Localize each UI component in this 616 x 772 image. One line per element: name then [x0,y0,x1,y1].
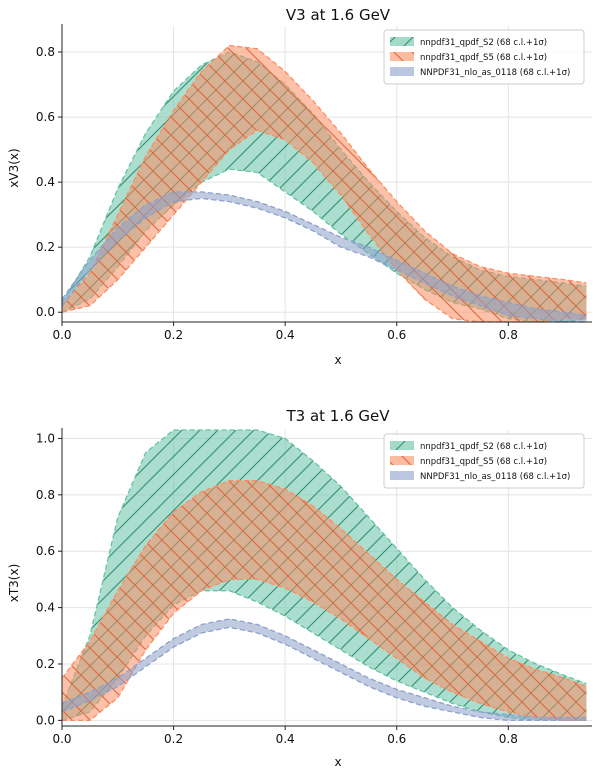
t3-y-axis-label: xT3(x) [7,564,21,603]
y-tick-label: 0.6 [36,110,55,124]
x-tick-label: 0.8 [499,328,518,342]
legend-box [383,433,585,489]
legend-swatch-hatch [390,456,414,465]
band-series-2-lower-edge [61,626,587,722]
y-tick-label: 0.0 [36,713,55,727]
band-series-2-lower-edge [61,197,587,323]
legend-label: NNPDF31_nlo_as_0118 (68 c.l.+1σ) [420,472,570,482]
band-series-1-lower-edge [61,129,587,323]
legend-swatch [390,67,414,76]
band-series-1-upper-edge [61,480,587,688]
band-series-1-hatch [62,45,587,322]
band-series-2-upper-edge [61,191,587,317]
x-tick-label: 0.4 [276,328,295,342]
v3-chart-panel: V3 at 1.6 GeV 0.0 0.2 0.4 0.6 0.8 0.00.20.40… [7,6,592,367]
x-tick-label: 0.8 [499,732,518,746]
legend-swatch-hatch [390,52,414,61]
t3-axes [61,428,592,727]
y-tick-label: 0.0 [36,305,55,319]
legend-label: NNPDF31_nlo_as_0118 (68 c.l.+1σ) [420,68,570,78]
legend-box [383,29,585,85]
v3-x-ticks: 0.0 0.2 0.4 0.6 0.8 [52,322,518,342]
legend-label: nnpdf31_qpdf_S2 (68 c.l.+1σ) [420,38,547,48]
legend-swatch-hatch [390,37,414,46]
band-series-2 [62,191,587,322]
y-tick-label: 0.4 [36,175,55,189]
v3-y-ticks: 0.0 0.2 0.4 0.6 0.8 [36,45,62,319]
y-tick-label: 0.2 [36,240,55,254]
y-tick-label: 0.2 [36,657,55,671]
v3-axes [61,24,592,323]
x-tick-label: 0.2 [164,328,183,342]
y-tick-label: 0.6 [36,544,55,558]
x-tick-label: 0.4 [276,732,295,746]
x-tick-label: 0.2 [164,732,183,746]
t3-chart-title: T3 at 1.6 GeV [285,407,390,425]
t3-y-ticks: 0.0 0.2 0.4 0.6 0.8 1.0 [36,431,62,727]
x-tick-label: 0.0 [52,328,71,342]
band-series-1-lower-edge [62,578,587,722]
legend-swatch-hatch [390,441,414,450]
x-tick-label: 0.6 [387,732,406,746]
band-series-2-upper-edge [61,618,587,719]
x-tick-label: 0.6 [387,328,406,342]
legend-swatch [390,471,414,480]
t3-x-axis-label: x [334,755,341,769]
band-series-0-upper-edge [61,429,587,707]
x-tick-label: 0.0 [52,732,71,746]
y-tick-label: 1.0 [36,431,55,445]
legend-label: nnpdf31_qpdf_S5 (68 c.l.+1σ) [420,53,547,63]
y-tick-label: 0.8 [36,488,55,502]
legend-label: nnpdf31_qpdf_S5 (68 c.l.+1σ) [420,457,547,467]
y-tick-label: 0.8 [36,45,55,59]
t3-legend: nnpdf31_qpdf_S2 (68 c.l.+1σ) nnpdf31_qpdf… [383,433,585,489]
t3-x-ticks: 0.0 0.2 0.4 0.6 0.8 [52,726,518,746]
v3-y-axis-label: xV3(x) [7,148,21,187]
v3-chart-title: V3 at 1.6 GeV [286,6,391,24]
legend-label: nnpdf31_qpdf_S2 (68 c.l.+1σ) [420,442,547,452]
t3-bands [61,429,587,722]
t3-chart-panel: T3 at 1.6 GeV 0.0 0.2 0.4 0.6 0.8 0.00.20.40… [7,407,592,769]
y-tick-label: 0.4 [36,601,55,615]
v3-bands [61,44,587,323]
v3-x-axis-label: x [334,353,341,367]
band-series-1-hatch [62,480,587,721]
v3-legend: nnpdf31_qpdf_S2 (68 c.l.+1σ) nnpdf31_qpdf… [383,29,585,85]
